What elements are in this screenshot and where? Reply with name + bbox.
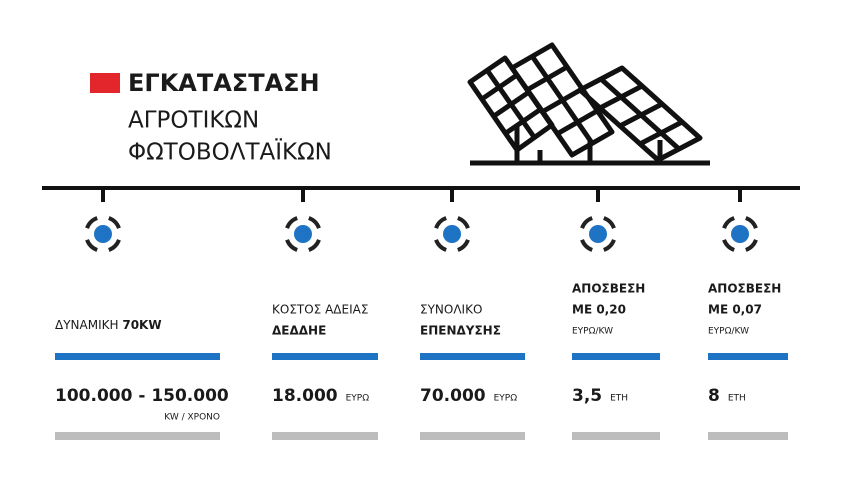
marker-ring: [722, 238, 736, 252]
marker-ring: [722, 216, 736, 230]
marker-dot: [589, 225, 607, 243]
marker-dot: [294, 225, 312, 243]
blue-bar: [572, 353, 660, 360]
gray-bar: [55, 432, 220, 440]
marker-ring: [85, 238, 99, 252]
column-value: 70.000: [420, 386, 486, 406]
marker-ring: [580, 216, 594, 230]
column-value: 3,5: [572, 386, 602, 406]
gray-bar: [572, 432, 660, 440]
column-unit: ΕΤΗ: [728, 394, 746, 404]
marker-ring: [85, 216, 99, 230]
marker-ring: [602, 238, 616, 252]
label-light: ΔΥΝΑΜΙΚΗ: [55, 318, 119, 332]
column-label: ΜΕ 0,20: [572, 303, 626, 317]
column-label: ΣΥΝΟΛΙΚΟ: [420, 303, 482, 317]
title: ΕΓΚΑΤΑΣΤΑΣΗ: [128, 69, 320, 97]
column-label: ΜΕ 0,07: [708, 303, 762, 317]
marker-ring: [744, 238, 758, 252]
marker-ring: [580, 238, 594, 252]
solar-panel-icon: [467, 42, 710, 166]
blue-bar: [420, 353, 525, 360]
marker-ring: [456, 216, 470, 230]
title-marker: [90, 73, 120, 93]
marker-dot: [443, 225, 461, 243]
column-label: ΑΠΟΣΒΕΣΗ: [708, 282, 781, 296]
marker-ring: [434, 238, 448, 252]
marker-ring: [107, 238, 121, 252]
label-bold: 70KW: [122, 318, 161, 332]
gray-bar: [272, 432, 378, 440]
column-value: 8: [708, 386, 720, 406]
column-label: ΔΕΔΔΗΕ: [272, 324, 326, 338]
marker-ring: [602, 216, 616, 230]
blue-bar: [272, 353, 378, 360]
marker-ring: [285, 216, 299, 230]
column-label: ΕΠΕΝΔΥΣΗΣ: [420, 324, 501, 338]
gray-bar: [708, 432, 788, 440]
column-unit: ΕΥΡΩ: [494, 394, 518, 404]
marker-ring: [307, 238, 321, 252]
column-label: ΚΟΣΤΟΣ ΑΔΕΙΑΣ: [272, 303, 368, 317]
marker-ring: [434, 216, 448, 230]
marker-dot: [94, 225, 112, 243]
marker-ring: [285, 238, 299, 252]
subtitle-line: ΦΩΤΟΒΟΛΤΑΪΚΩΝ: [128, 138, 332, 166]
marker-ring: [307, 216, 321, 230]
blue-bar: [708, 353, 788, 360]
marker-dot: [731, 225, 749, 243]
column-label: ΔΥΝΑΜΙΚΗ 70KW: [55, 318, 162, 332]
marker-ring: [744, 216, 758, 230]
blue-bar: [55, 353, 220, 360]
marker-ring: [107, 216, 121, 230]
gray-bar: [420, 432, 525, 440]
column-unit: ΕΤΗ: [610, 394, 628, 404]
column-unit: KW / ΧΡΟΝΟ: [164, 413, 220, 423]
column-unit: ΕΥΡΩ: [346, 394, 370, 404]
subtitle-line: ΑΓΡΟΤΙΚΩΝ: [128, 108, 259, 134]
column-note: ΕΥΡΩ/KW: [708, 327, 749, 337]
column-value: 100.000 - 150.000: [55, 386, 229, 406]
column-note: ΕΥΡΩ/KW: [572, 327, 613, 337]
column-value: 18.000: [272, 386, 338, 406]
column-label: ΑΠΟΣΒΕΣΗ: [572, 282, 645, 296]
marker-ring: [456, 238, 470, 252]
